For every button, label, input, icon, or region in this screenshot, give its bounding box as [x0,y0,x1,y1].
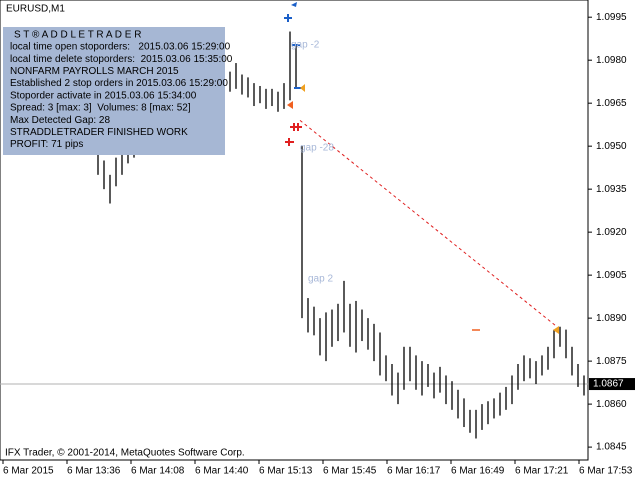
x-tick-label: 6 Mar 16:49 [451,466,505,477]
panel-line: Stoporder activate in 2015.03.06 15:34:0… [10,90,197,101]
y-tick-label: 1.0995 [596,12,627,23]
trade-line [299,119,558,328]
x-tick-label: 6 Mar 16:17 [387,466,441,477]
gap-annotation: gap -2 [291,40,320,51]
x-tick-label: 6 Mar 14:08 [131,466,185,477]
panel-line: Max Detected Gap: 28 [10,115,110,126]
bid-label: 1.0867 [593,379,624,390]
marker [284,14,292,22]
x-tick-label: 6 Mar 13:36 [67,466,121,477]
y-tick-label: 1.0890 [596,313,627,324]
y-tick-label: 1.0905 [596,270,627,281]
x-tick-label: 6 Mar 17:53 [579,466,633,477]
y-tick-label: 1.0950 [596,141,627,152]
info-panel [3,27,225,155]
x-tick-label: 6 Mar 15:45 [323,466,377,477]
bid-label-box [589,378,635,391]
y-tick-label: 1.0935 [596,184,627,195]
panel-line: local time open stoporders: 2015.03.06 1… [10,42,231,53]
panel-line: Spread: 3 [max: 3] Volumes: 8 [max: 52] [10,103,191,114]
x-tick-label: 6 Mar 2015 [3,466,54,477]
y-tick-label: 1.0845 [596,442,627,453]
y-tick-label: 1.0860 [596,399,627,410]
panel-line: local time delete stoporders: 2015.03.06… [10,54,233,65]
footer: IFX Trader, © 2001-2014, MetaQuotes Soft… [5,448,245,459]
panel-line: Established 2 stop orders in 2015.03.06 … [10,78,228,89]
marker [300,84,305,92]
marker [285,138,294,146]
gap-annotation: gap 2 [308,274,333,285]
marker [291,2,297,7]
symbol-label: EURUSD,M1 [6,4,65,15]
panel-line: STRADDLETRADER FINISHED WORK [10,127,188,138]
panel-line: NONFARM PAYROLLS MARCH 2015 [10,66,179,77]
y-tick-label: 1.0920 [596,227,627,238]
x-tick-label: 6 Mar 15:13 [259,466,313,477]
trade-markers [284,2,559,334]
x-tick-label: 6 Mar 17:21 [515,466,569,477]
y-tick-label: 1.0980 [596,55,627,66]
marker [553,326,559,334]
marker [287,101,293,109]
panel-line: PROFIT: 71 pips [10,139,83,150]
y-tick-label: 1.0965 [596,98,627,109]
y-tick-label: 1.0875 [596,356,627,367]
gap-annotation: gap -28 [300,143,334,154]
marker [290,123,302,131]
x-tick-label: 6 Mar 14:40 [195,466,249,477]
panel-title: S T ® A D D L E T R A D E R [14,30,141,41]
